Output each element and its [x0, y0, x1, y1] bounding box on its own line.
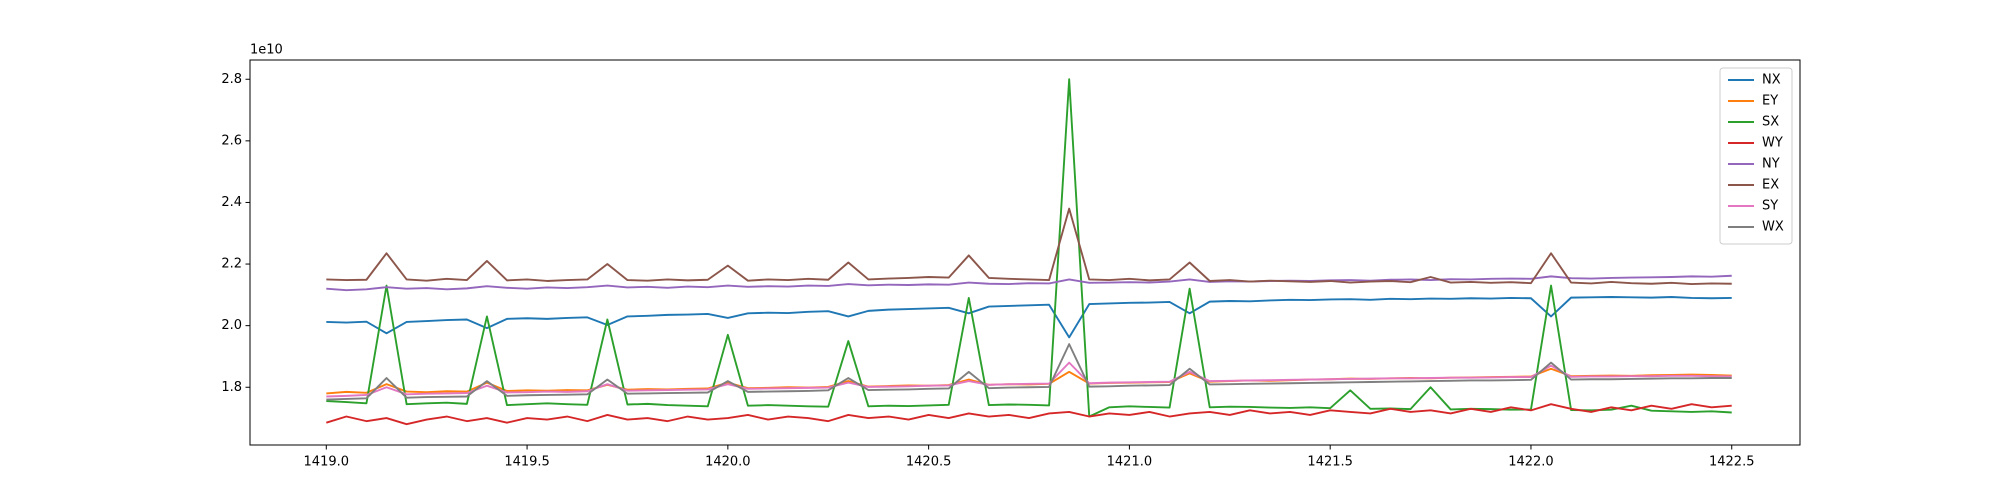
legend-label: SY [1762, 199, 1778, 214]
legend-label: WY [1762, 136, 1783, 151]
series-line [326, 361, 1732, 398]
y-tick-label: 2.0 [221, 318, 242, 333]
axes-frame [249, 59, 1801, 446]
lines [326, 78, 1732, 426]
y-tick-label: 2.4 [221, 195, 242, 210]
legend-box [1719, 67, 1793, 245]
series-line [326, 296, 1732, 339]
plot-area [250, 60, 1800, 445]
x-tick-label: 1419.0 [304, 455, 350, 470]
legend-label: NX [1762, 73, 1781, 88]
legend-label: WX [1762, 220, 1784, 235]
y-tick-label: 1.8 [221, 380, 242, 395]
series-line [326, 207, 1732, 286]
y-tick-label: 2.8 [221, 72, 242, 87]
series-line [326, 274, 1732, 292]
x-tick-label: 1420.0 [705, 455, 751, 470]
legend-label: EX [1762, 178, 1779, 193]
y-offset-label: 1e10 [250, 43, 283, 58]
legend-label: SX [1762, 115, 1779, 130]
x-tick-label: 1421.0 [1107, 455, 1153, 470]
y-tick-label: 2.2 [221, 257, 242, 272]
x-tick-label: 1421.5 [1307, 455, 1353, 470]
y-tick-label: 2.6 [221, 133, 242, 148]
legend-label: NY [1762, 157, 1780, 172]
x-tick-label: 1419.5 [504, 455, 550, 470]
x-tick-label: 1420.5 [906, 455, 952, 470]
series-line [326, 78, 1732, 418]
x-tick-label: 1422.0 [1508, 455, 1554, 470]
series-line [326, 403, 1732, 426]
x-tick-label: 1422.5 [1709, 455, 1755, 470]
legend-label: EY [1762, 94, 1778, 109]
series-line [326, 343, 1732, 401]
